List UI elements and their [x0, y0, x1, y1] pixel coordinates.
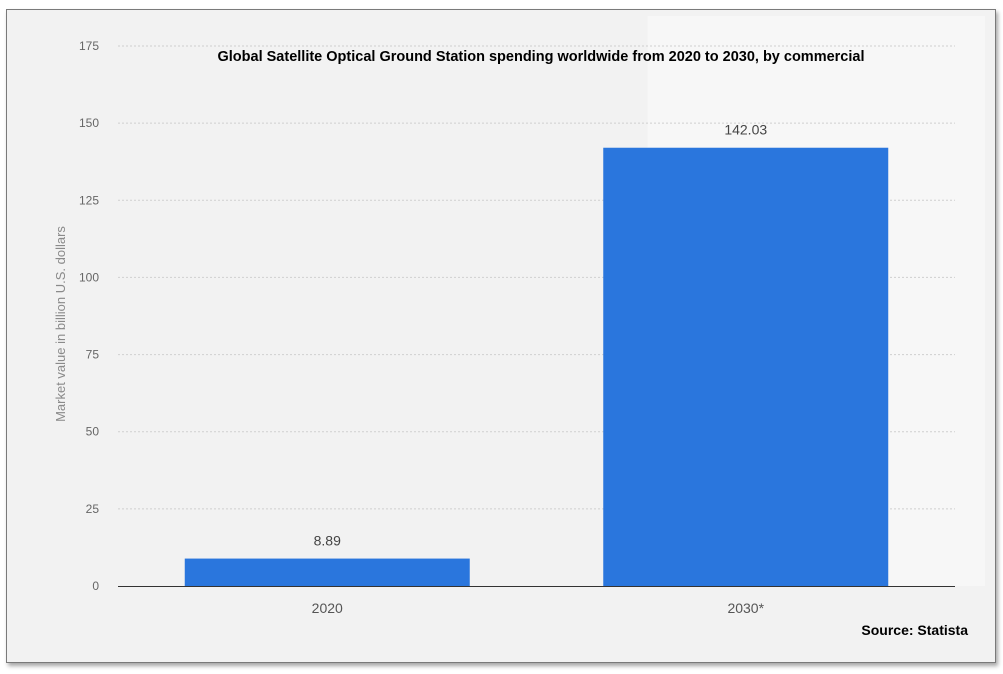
bars — [184, 147, 889, 586]
y-tick-label: 50 — [86, 425, 100, 439]
x-axis-ticks: 2020 2030* — [312, 600, 765, 616]
chart-title: Global Satellite Optical Ground Station … — [217, 49, 864, 65]
y-tick-label: 0 — [92, 579, 99, 593]
chart-frame: 0 25 50 75 100 125 150 175 8.89 142.03 2020 2030*… — [6, 9, 996, 663]
bar[interactable] — [184, 558, 470, 586]
data-label: 142.03 — [724, 122, 767, 138]
y-tick-label: 75 — [86, 348, 100, 362]
x-tick-label: 2030* — [727, 600, 764, 616]
y-tick-label: 175 — [79, 39, 99, 53]
x-tick-label: 2020 — [312, 600, 343, 616]
bar[interactable] — [603, 147, 889, 586]
y-tick-label: 125 — [79, 193, 99, 207]
source-note: Source: Statista — [861, 622, 968, 638]
bar-chart: 0 25 50 75 100 125 150 175 8.89 142.03 2020 2030*… — [53, 16, 985, 638]
data-labels: 8.89 142.03 — [314, 122, 768, 549]
y-tick-label: 25 — [86, 502, 100, 516]
y-tick-label: 150 — [79, 116, 99, 130]
y-axis-ticks: 0 25 50 75 100 125 150 175 — [79, 39, 99, 593]
y-tick-label: 100 — [79, 270, 99, 284]
data-label: 8.89 — [314, 533, 341, 549]
y-axis-label: Market value in billion U.S. dollars — [53, 226, 68, 422]
